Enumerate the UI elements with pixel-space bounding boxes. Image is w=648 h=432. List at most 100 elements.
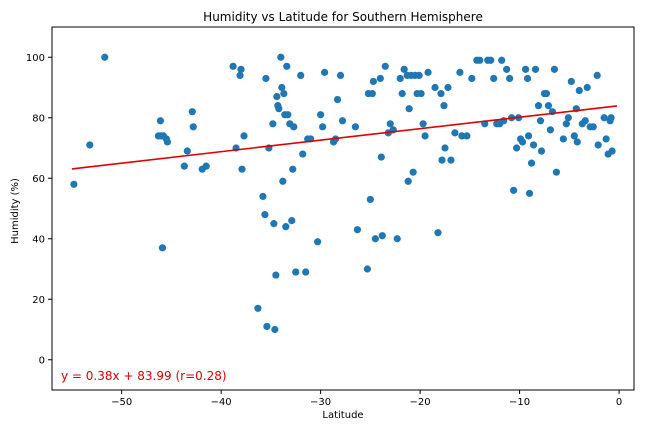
data-point (371, 235, 379, 243)
data-point (552, 168, 561, 176)
x-axis-label: Latitude (322, 410, 363, 421)
data-point (468, 74, 476, 83)
data-point (336, 71, 345, 79)
data-point (562, 120, 570, 128)
data-point (518, 138, 527, 146)
data-point (513, 144, 521, 152)
data-point (419, 120, 427, 128)
data-point (506, 74, 514, 83)
data-point (270, 220, 278, 228)
data-point (156, 117, 165, 125)
data-point (438, 156, 446, 164)
y-tick-label: 20 (32, 295, 45, 306)
data-point (393, 235, 401, 243)
data-point (437, 89, 445, 98)
data-point (415, 71, 423, 79)
data-point (463, 132, 471, 140)
data-point (581, 117, 589, 125)
data-point (189, 123, 197, 131)
data-point (317, 111, 325, 119)
data-point (279, 177, 287, 185)
x-tick-label: −30 (310, 397, 331, 408)
data-point (202, 162, 210, 170)
regression-line (71, 105, 618, 170)
data-point (527, 159, 536, 167)
x-tick-label: −50 (111, 397, 132, 408)
data-point (503, 65, 511, 73)
data-point (262, 74, 270, 83)
data-point (559, 135, 567, 143)
data-point (299, 150, 307, 158)
data-point (238, 165, 246, 173)
data-point (396, 74, 404, 83)
data-point (524, 132, 533, 140)
data-point (261, 210, 269, 219)
data-point (263, 322, 271, 331)
data-point (259, 192, 267, 200)
data-point (86, 141, 94, 149)
x-tick-label: −10 (509, 397, 530, 408)
data-point (608, 147, 616, 155)
y-tick-label: 0 (39, 355, 45, 366)
data-point (366, 195, 374, 204)
data-point (405, 105, 413, 113)
data-point (314, 238, 322, 246)
data-point (589, 123, 597, 131)
data-point (180, 162, 188, 170)
data-point (282, 223, 290, 231)
data-point (441, 144, 449, 152)
data-point (523, 74, 532, 83)
data-point (456, 68, 464, 76)
data-point (424, 68, 432, 76)
data-point (400, 65, 408, 73)
data-point (409, 168, 417, 176)
data-point (288, 217, 296, 225)
chart-title: Humidity vs Latitude for Southern Hemisp… (203, 10, 483, 24)
y-axis-label: Humidity (%) (10, 178, 21, 244)
data-point (271, 325, 279, 334)
data-point (278, 83, 286, 92)
data-point (567, 77, 575, 86)
data-point (476, 56, 484, 64)
data-point (289, 165, 297, 173)
data-point (188, 108, 196, 116)
data-point (431, 83, 439, 92)
data-point (536, 117, 545, 125)
data-point (451, 129, 459, 137)
data-point (593, 71, 601, 79)
data-point (534, 102, 543, 110)
data-point (600, 114, 608, 122)
data-point (163, 138, 172, 146)
y-tick-label: 100 (26, 53, 45, 64)
data-point (458, 132, 466, 140)
data-point (531, 65, 540, 73)
data-point (320, 68, 329, 76)
data-point (229, 62, 237, 70)
data-point (575, 86, 583, 95)
data-point (550, 65, 559, 73)
data-point (498, 56, 506, 64)
data-point (404, 177, 412, 185)
data-point (583, 83, 591, 92)
y-tick-label: 80 (32, 113, 45, 124)
data-point (417, 89, 425, 98)
x-tick-label: 0 (616, 397, 622, 408)
data-point (544, 102, 553, 110)
plot-area: −50 −40 −30 −20 −10 0 0 20 40 60 80 100 (26, 26, 635, 408)
data-point (158, 244, 167, 252)
data-point (280, 89, 288, 98)
data-point (594, 141, 602, 149)
data-point (254, 304, 262, 312)
data-point (363, 265, 371, 273)
regression-equation: y = 0.38x + 83.99 (r=0.28) (61, 369, 227, 383)
y-tick-label: 40 (32, 234, 45, 245)
data-point (444, 83, 452, 92)
data-point (302, 268, 310, 276)
data-point (510, 186, 518, 194)
data-point (529, 141, 538, 149)
data-point (290, 123, 298, 131)
data-point (573, 138, 581, 146)
data-point (564, 114, 572, 122)
data-point (237, 65, 245, 73)
